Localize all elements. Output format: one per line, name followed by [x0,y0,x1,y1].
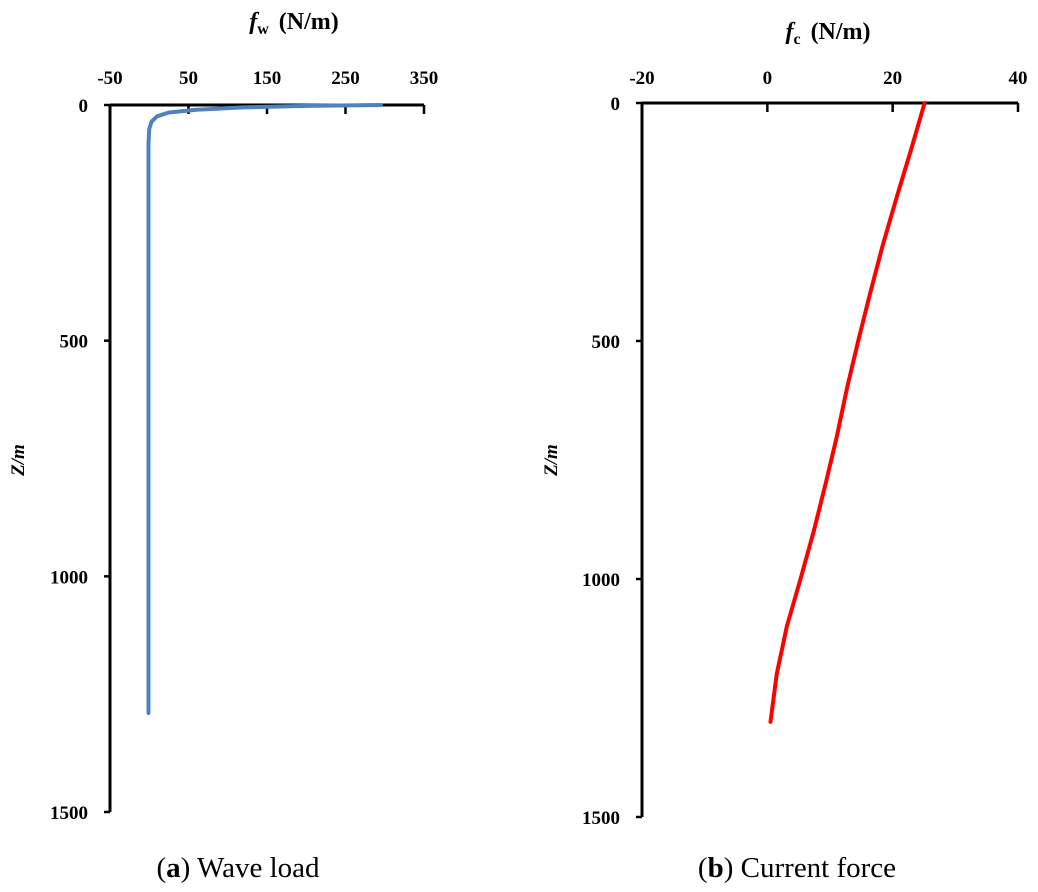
series-line-wave [146,103,383,715]
x-title-subscript: w [257,21,269,38]
y-tick-label: 1500 [50,803,88,824]
y-axis-label-current: Z/m [541,444,562,477]
x-tick-label: 150 [253,68,282,89]
x-tick-label: 250 [331,68,360,89]
caption-wave-load: (a) Wave load [156,852,320,884]
x-tick-label: 50 [179,68,198,89]
x-title-subscript: c [793,31,800,48]
x-title-units: (N/m) [811,19,871,45]
y-tick-labels-current: 0 500 1000 1500 [582,94,620,829]
caption-text: Wave load [197,852,320,884]
x-axis-title-current: fc (N/m) [785,19,870,48]
y-tick-label: 500 [60,332,89,353]
axes-current [636,101,1020,819]
y-tick-label: 1000 [582,570,620,591]
panel-current-force: fc (N/m) Z/m -20 0 20 40 0 500 1000 1500 (b) Cu… [541,19,1028,884]
y-tick-labels-wave: 0 500 1000 1500 [50,96,88,824]
y-tick-label: 1000 [50,567,88,588]
series-current [768,101,927,724]
series-wave [146,103,383,715]
y-axis-label-wave: Z/m [8,444,29,477]
panel-wave-load: fw (N/m) Z/m -50 50 150 250 350 050010001500 … [8,9,438,884]
x-tick-labels-current: -20 0 20 40 [629,68,1027,89]
x-tick-label: 40 [1009,68,1028,89]
series-line-current [768,101,927,724]
caption-letter: a [166,852,181,884]
caption-text: Current force [741,852,896,884]
x-title-units: (N/m) [279,9,339,35]
x-title-symbol: f [249,9,259,35]
y-tick-label: 0 [611,94,621,115]
y-tick-label: 500 [592,332,621,353]
x-tick-label: -20 [629,68,654,89]
x-tick-label: 20 [883,68,902,89]
y-tick-label: 1500 [582,808,620,829]
caption-current-force: (b) Current force [698,852,896,884]
caption-letter: b [708,852,724,884]
x-tick-labels-wave: -50 50 150 250 350 [97,68,438,89]
axes-wave [104,103,426,814]
x-axis-title-wave: fw (N/m) [249,9,339,38]
x-title-symbol: f [785,19,795,45]
y-tick-label: 0 [79,96,89,117]
x-tick-label: -50 [97,68,122,89]
x-tick-label: 0 [763,68,773,89]
x-tick-label: 350 [410,68,439,89]
